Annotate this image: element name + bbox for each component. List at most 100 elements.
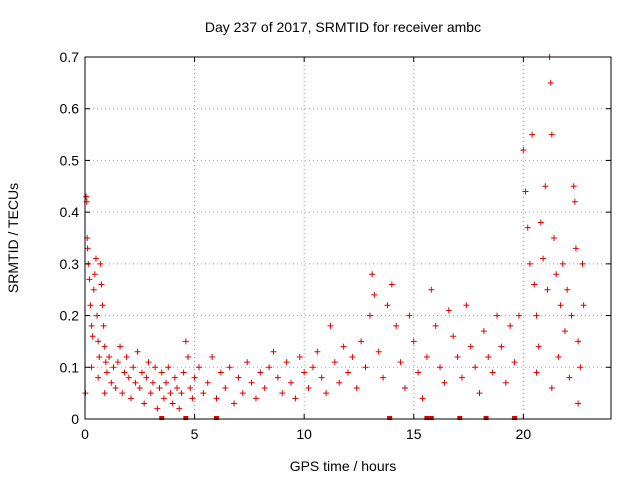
data-point bbox=[309, 364, 316, 371]
data-point bbox=[548, 131, 555, 138]
data-point bbox=[88, 322, 95, 329]
rug-mark bbox=[159, 416, 165, 420]
data-point bbox=[106, 353, 113, 360]
data-point bbox=[388, 281, 395, 288]
data-point bbox=[340, 343, 347, 350]
data-point bbox=[235, 374, 242, 381]
data-point bbox=[547, 79, 554, 86]
data-point bbox=[393, 322, 400, 329]
data-point bbox=[132, 379, 139, 386]
data-point bbox=[91, 271, 98, 278]
data-point bbox=[103, 369, 110, 376]
data-point bbox=[548, 384, 555, 391]
data-point bbox=[568, 312, 575, 319]
data-point bbox=[182, 338, 189, 345]
data-point bbox=[494, 312, 501, 319]
data-point bbox=[185, 353, 192, 360]
data-point bbox=[136, 384, 143, 391]
data-point bbox=[178, 390, 185, 397]
data-point bbox=[511, 359, 518, 366]
data-point bbox=[94, 312, 101, 319]
plot-frame bbox=[84, 56, 612, 420]
rug-mark bbox=[387, 416, 393, 420]
data-point bbox=[191, 374, 198, 381]
data-point bbox=[353, 384, 360, 391]
data-point bbox=[143, 374, 150, 381]
data-point bbox=[542, 183, 549, 190]
data-point bbox=[156, 384, 163, 391]
data-point bbox=[480, 328, 487, 335]
data-point bbox=[84, 245, 91, 252]
rug-mark bbox=[483, 416, 489, 420]
y-tick-label: 0.3 bbox=[60, 256, 80, 272]
data-point bbox=[134, 348, 141, 355]
data-point bbox=[533, 369, 540, 376]
x-tick-label: 10 bbox=[296, 426, 312, 442]
data-point bbox=[121, 369, 128, 376]
data-point bbox=[575, 400, 582, 407]
data-point bbox=[557, 302, 564, 309]
data-point bbox=[114, 359, 121, 366]
data-point bbox=[141, 400, 148, 407]
data-point bbox=[283, 359, 290, 366]
data-point bbox=[397, 359, 404, 366]
data-point bbox=[195, 364, 202, 371]
data-point bbox=[489, 369, 496, 376]
data-point bbox=[572, 245, 579, 252]
x-axis-ticks: 0 5 10 15 20 bbox=[81, 57, 531, 442]
data-point bbox=[305, 384, 312, 391]
data-point bbox=[112, 384, 119, 391]
data-point bbox=[102, 359, 109, 366]
grid bbox=[85, 57, 611, 419]
data-point bbox=[345, 369, 351, 376]
data-point bbox=[551, 235, 558, 241]
rug-mark bbox=[424, 416, 430, 420]
data-point bbox=[89, 333, 96, 340]
data-point bbox=[580, 302, 587, 309]
data-point bbox=[83, 193, 90, 200]
data-point bbox=[454, 353, 461, 360]
data-point bbox=[406, 312, 413, 319]
data-point bbox=[349, 353, 356, 360]
y-tick-label: 0.5 bbox=[60, 152, 80, 168]
data-point bbox=[213, 395, 220, 402]
data-point bbox=[520, 147, 527, 154]
data-point bbox=[296, 353, 303, 360]
data-point bbox=[257, 369, 264, 376]
data-point bbox=[180, 369, 187, 376]
rug-mark bbox=[428, 416, 434, 420]
data-point bbox=[101, 390, 108, 397]
data-point bbox=[579, 260, 586, 267]
data-point bbox=[507, 322, 514, 329]
data-point bbox=[450, 333, 457, 340]
data-point bbox=[174, 384, 181, 391]
data-point bbox=[239, 390, 246, 397]
data-point bbox=[176, 405, 183, 412]
x-tick-label: 15 bbox=[406, 426, 422, 442]
data-point bbox=[575, 338, 582, 345]
data-point bbox=[502, 379, 509, 386]
data-point bbox=[358, 338, 365, 345]
data-point bbox=[498, 343, 505, 350]
data-point bbox=[97, 260, 104, 267]
data-point bbox=[108, 379, 115, 386]
data-point bbox=[226, 364, 233, 371]
data-point bbox=[158, 369, 165, 376]
data-point bbox=[571, 198, 578, 205]
data-point bbox=[553, 271, 560, 278]
data-point bbox=[274, 374, 281, 381]
data-point bbox=[561, 328, 568, 335]
y-tick-label: 0 bbox=[71, 411, 79, 427]
data-point bbox=[476, 390, 483, 397]
y-tick-label: 0.2 bbox=[60, 308, 80, 324]
data-point bbox=[189, 395, 196, 402]
data-point bbox=[369, 271, 376, 278]
data-point bbox=[187, 384, 194, 391]
data-point bbox=[366, 312, 373, 319]
data-point bbox=[160, 395, 167, 402]
chart-title: Day 237 of 2017, SRMTID for receiver amb… bbox=[205, 19, 481, 35]
data-point bbox=[128, 395, 135, 402]
data-point bbox=[288, 379, 295, 386]
y-axis-label: SRMTID / TECUs bbox=[5, 183, 21, 293]
data-point bbox=[437, 364, 444, 371]
